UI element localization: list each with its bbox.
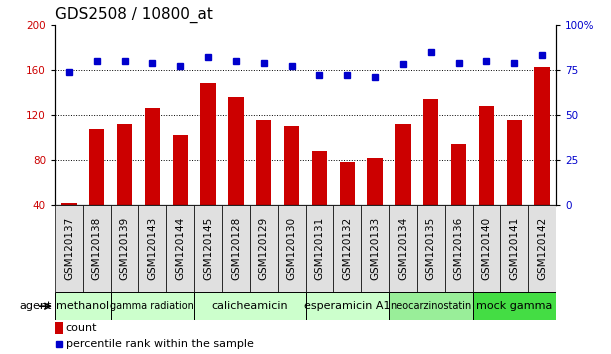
Text: percentile rank within the sample: percentile rank within the sample [65, 339, 254, 349]
Bar [389, 292, 472, 320]
Bar [139, 205, 166, 292]
Bar [528, 205, 556, 292]
Bar [194, 292, 306, 320]
Bar [55, 292, 111, 320]
Bar [340, 162, 355, 251]
Bar [306, 205, 334, 292]
Bar [229, 97, 244, 251]
Bar [445, 205, 472, 292]
Bar [395, 124, 411, 251]
Text: GSM120143: GSM120143 [147, 217, 158, 280]
Text: gamma radiation: gamma radiation [111, 301, 194, 311]
Text: mock gamma: mock gamma [476, 301, 552, 311]
Bar [472, 205, 500, 292]
Text: GSM120130: GSM120130 [287, 217, 296, 280]
Text: GSM120133: GSM120133 [370, 217, 380, 280]
Bar [500, 205, 528, 292]
Bar [200, 84, 216, 251]
Bar [367, 158, 382, 251]
Bar [61, 203, 76, 251]
Text: GSM120129: GSM120129 [258, 217, 269, 280]
Bar [417, 205, 445, 292]
Bar [55, 205, 83, 292]
Bar [55, 322, 62, 334]
Bar [172, 135, 188, 251]
Text: neocarzinostatin: neocarzinostatin [390, 301, 471, 311]
Text: methanol: methanol [56, 301, 109, 311]
Text: esperamicin A1: esperamicin A1 [304, 301, 390, 311]
Bar [166, 205, 194, 292]
Bar [535, 67, 550, 251]
Bar [117, 124, 132, 251]
Bar [83, 205, 111, 292]
Text: GSM120144: GSM120144 [175, 217, 185, 280]
Bar [256, 120, 271, 251]
Bar [89, 129, 104, 251]
Bar [389, 205, 417, 292]
Bar [361, 205, 389, 292]
Text: GSM120145: GSM120145 [203, 217, 213, 280]
Bar [277, 205, 306, 292]
Text: GSM120140: GSM120140 [481, 217, 491, 280]
Text: GSM120131: GSM120131 [315, 217, 324, 280]
Bar [222, 205, 250, 292]
Text: GSM120137: GSM120137 [64, 217, 74, 280]
Text: GDS2508 / 10800_at: GDS2508 / 10800_at [55, 7, 213, 23]
Bar [423, 99, 439, 251]
Text: GSM120136: GSM120136 [453, 217, 464, 280]
Text: GSM120128: GSM120128 [231, 217, 241, 280]
Text: calicheamicin: calicheamicin [211, 301, 288, 311]
Text: GSM120138: GSM120138 [92, 217, 102, 280]
Bar [145, 108, 160, 251]
Bar [194, 205, 222, 292]
Text: GSM120134: GSM120134 [398, 217, 408, 280]
Bar [284, 126, 299, 251]
Text: count: count [65, 323, 97, 333]
Bar [306, 292, 389, 320]
Bar [507, 120, 522, 251]
Text: agent: agent [20, 301, 52, 311]
Bar [312, 151, 327, 251]
Bar [479, 106, 494, 251]
Text: GSM120132: GSM120132 [342, 217, 353, 280]
Bar [334, 205, 361, 292]
Text: GSM120135: GSM120135 [426, 217, 436, 280]
Text: GSM120141: GSM120141 [509, 217, 519, 280]
Text: GSM120142: GSM120142 [537, 217, 547, 280]
Bar [111, 292, 194, 320]
Bar [472, 292, 556, 320]
Text: GSM120139: GSM120139 [120, 217, 130, 280]
Bar [451, 144, 466, 251]
Bar [250, 205, 277, 292]
Bar [111, 205, 139, 292]
